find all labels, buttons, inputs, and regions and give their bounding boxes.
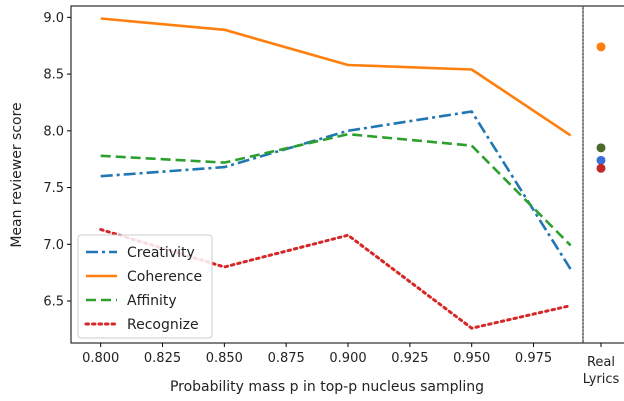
series-line-creativity <box>100 110 572 270</box>
legend-items: Creativity Coherence Affinity Recognize <box>84 245 202 333</box>
y-tick-label: 7.0 <box>43 238 64 253</box>
series-line-affinity <box>100 132 572 247</box>
legend-label-recognize: Recognize <box>127 317 199 333</box>
legend-label-creativity: Creativity <box>127 245 195 261</box>
real-lyrics-point-coherence <box>596 42 606 52</box>
legend-label-coherence: Coherence <box>127 269 202 285</box>
x-tick-label: 0.975 <box>515 351 552 366</box>
x-axis-ticks: 0.800 0.825 0.850 0.875 0.900 0.925 0.950 0.975 <box>82 343 552 366</box>
real-lyrics-points <box>596 42 606 173</box>
x-axis-label: Probability mass p in top-p nucleus samp… <box>170 379 484 395</box>
legend-box <box>77 234 213 339</box>
real-lyrics-label-line2: Lyrics <box>583 372 620 387</box>
legend: Creativity Coherence Affinity Recognize <box>77 234 213 339</box>
y-axis-label: Mean reviewer score <box>9 102 25 247</box>
series-line-coherence <box>100 17 572 137</box>
y-axis-ticks: 6.5 7.0 7.5 8.0 8.5 9.0 <box>43 11 71 310</box>
x-tick-label: 0.950 <box>453 351 490 366</box>
y-tick-label: 8.5 <box>43 68 64 83</box>
real-lyrics-label-line1: Real <box>587 355 615 370</box>
plot-area <box>70 5 624 344</box>
x-tick-label: 0.800 <box>82 351 119 366</box>
x-tick-label: 0.825 <box>144 351 181 366</box>
legend-label-affinity: Affinity <box>127 293 177 309</box>
x-tick-label: 0.850 <box>206 351 243 366</box>
x-tick-label: 0.925 <box>391 351 428 366</box>
y-tick-label: 7.5 <box>43 181 64 196</box>
real-lyrics-point-creativity <box>596 155 606 165</box>
x-tick-label: 0.875 <box>268 351 305 366</box>
real-lyrics-point-recognize <box>596 163 606 173</box>
x-tick-label: 0.900 <box>329 351 366 366</box>
real-lyrics-point-affinity <box>596 143 606 153</box>
y-tick-label: 6.5 <box>43 295 64 310</box>
y-tick-label: 9.0 <box>43 11 64 26</box>
y-tick-label: 8.0 <box>43 124 64 139</box>
